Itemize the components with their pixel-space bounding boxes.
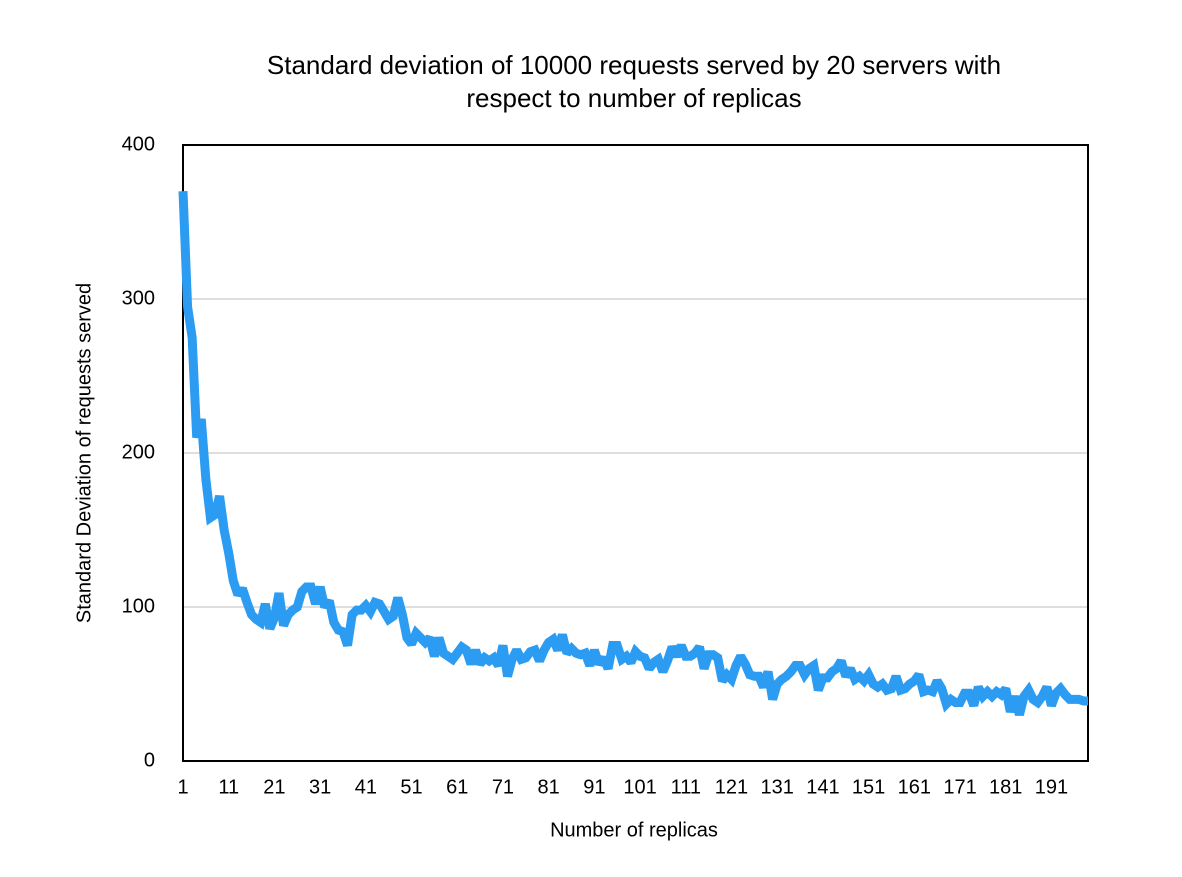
y-tick-label: 300 <box>122 287 155 309</box>
y-tick-label: 400 <box>122 133 155 155</box>
x-tick-label: 71 <box>492 776 514 798</box>
chart-title: respect to number of replicas <box>466 83 801 113</box>
chart-title: Standard deviation of 10000 requests ser… <box>267 50 1001 80</box>
y-tick-label: 100 <box>122 595 155 617</box>
plot-frame <box>182 144 1089 762</box>
x-tick-label: 131 <box>761 776 794 798</box>
x-tick-label: 21 <box>263 776 285 798</box>
x-tick-label: 141 <box>806 776 839 798</box>
x-tick-label: 171 <box>943 776 976 798</box>
x-tick-label: 151 <box>852 776 885 798</box>
x-tick-label: 51 <box>400 776 422 798</box>
data-line <box>178 191 1088 716</box>
x-tick-label: 1 <box>177 776 188 798</box>
x-tick-label: 161 <box>898 776 931 798</box>
y-tick-label: 0 <box>144 749 155 771</box>
x-tick-label: 81 <box>538 776 560 798</box>
x-tick-label: 101 <box>623 776 656 798</box>
x-tick-label: 111 <box>671 776 701 798</box>
x-tick-label: 31 <box>309 776 331 798</box>
y-tick-label: 200 <box>122 441 155 463</box>
x-tick-label: 91 <box>583 776 605 798</box>
x-axis-label: Number of replicas <box>550 819 718 841</box>
x-tick-label: 61 <box>446 776 468 798</box>
x-tick-label: 181 <box>989 776 1022 798</box>
y-axis-label: Standard Deviation of requests served <box>73 283 95 623</box>
x-tick-label: 191 <box>1035 776 1068 798</box>
x-tick-label: 11 <box>218 776 239 798</box>
x-tick-label: 121 <box>715 776 748 798</box>
x-tick-label: 41 <box>355 776 377 798</box>
